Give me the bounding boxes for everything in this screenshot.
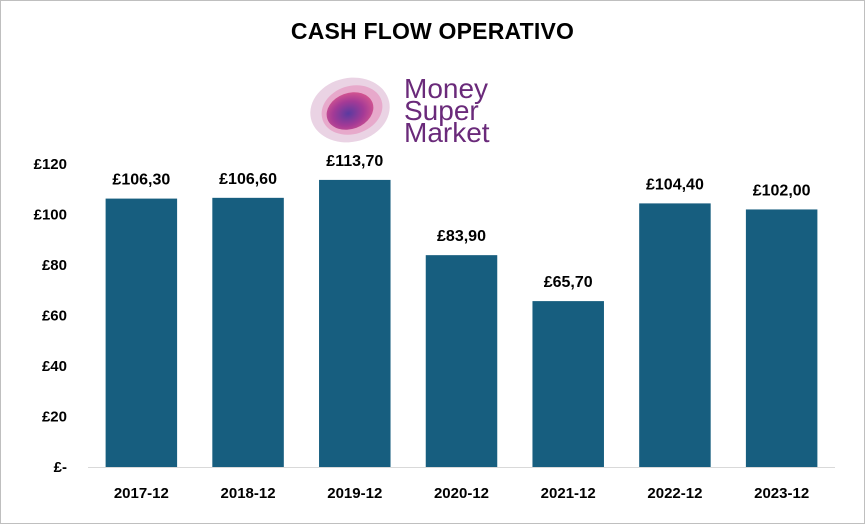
y-tick-label: £- bbox=[54, 459, 67, 476]
x-tick-label-2018-12: 2018-12 bbox=[221, 485, 276, 502]
y-tick-label: £60 bbox=[42, 308, 67, 325]
y-tick-label: £100 bbox=[34, 207, 67, 224]
data-label-2019-12: £113,70 bbox=[326, 153, 383, 170]
y-tick-label: £40 bbox=[42, 358, 67, 375]
x-tick-label-2017-12: 2017-12 bbox=[114, 485, 169, 502]
chart-title: CASH FLOW OPERATIVO bbox=[290, 18, 575, 44]
x-axis: 2017-12 2018-12 2019-12 2020-12 2021-12 2022-… bbox=[88, 467, 835, 502]
y-tick-label: £120 bbox=[34, 156, 67, 173]
x-tick-label-2020-12: 2020-12 bbox=[434, 485, 489, 502]
data-label-2021-12: £65,70 bbox=[544, 274, 593, 291]
x-tick-label-2019-12: 2019-12 bbox=[327, 485, 382, 502]
x-tick-label-2021-12: 2021-12 bbox=[541, 485, 596, 502]
bar-2018-12 bbox=[212, 197, 284, 467]
moneysupermarket-logo: Money Super Market bbox=[310, 73, 490, 144]
logo-text-money: Money bbox=[404, 73, 488, 104]
y-axis: £- £20 £40 £60 £80 £100 £120 bbox=[34, 156, 67, 476]
x-tick-label-2023-12: 2023-12 bbox=[754, 485, 809, 502]
bars bbox=[105, 179, 818, 467]
data-label-2022-12: £104,40 bbox=[646, 176, 704, 193]
y-tick-label: £80 bbox=[42, 257, 67, 274]
y-tick-label: £20 bbox=[42, 409, 67, 426]
data-label-2023-12: £102,00 bbox=[753, 182, 811, 199]
bar-2023-12 bbox=[745, 209, 818, 467]
bar-2021-12 bbox=[532, 301, 604, 467]
data-label-2017-12: £106,30 bbox=[112, 172, 170, 189]
bar-2022-12 bbox=[639, 203, 711, 467]
bar-2020-12 bbox=[425, 255, 498, 467]
bar-2019-12 bbox=[319, 179, 391, 467]
logo-text-market: Market bbox=[404, 117, 490, 144]
logo-blob-inner bbox=[326, 92, 374, 130]
x-tick-label-2022-12: 2022-12 bbox=[647, 485, 702, 502]
bar-2017-12 bbox=[105, 198, 178, 467]
data-labels: £106,30 £106,60 £113,70 £83,90 £65,70 £104,40… bbox=[112, 153, 810, 291]
logo-text-super: Super bbox=[404, 95, 479, 126]
data-label-2018-12: £106,60 bbox=[219, 171, 277, 188]
data-label-2020-12: £83,90 bbox=[437, 228, 486, 245]
